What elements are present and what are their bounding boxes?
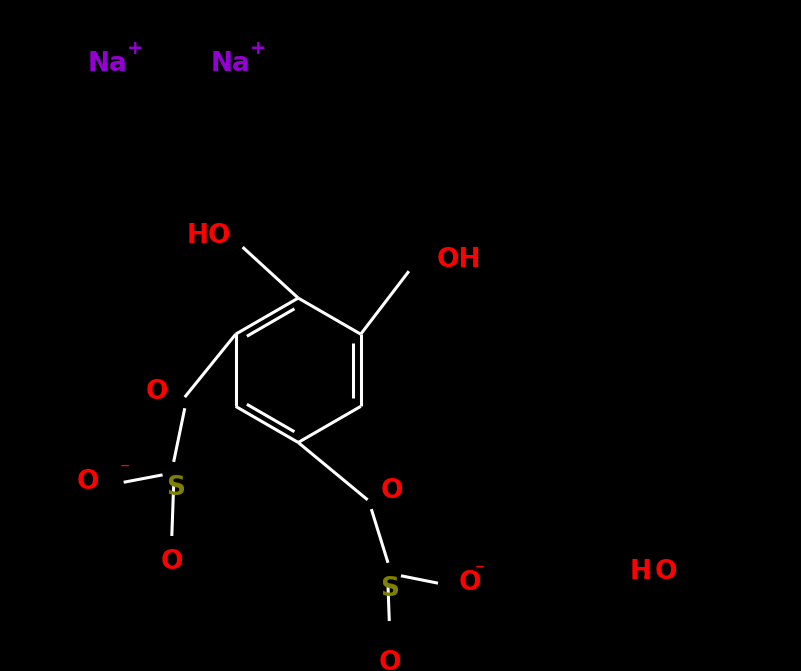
Text: Na: Na [211,51,250,77]
Text: ⁻: ⁻ [475,561,485,580]
Text: O: O [654,559,677,585]
Text: O: O [77,469,99,495]
Text: +: + [127,39,143,58]
Text: H: H [630,559,651,585]
Text: O: O [379,650,401,671]
Text: ⁻: ⁻ [120,460,130,479]
Text: +: + [250,39,267,58]
Text: O: O [146,380,168,405]
Text: O: O [458,570,481,596]
Text: S: S [166,475,185,501]
Text: O: O [380,478,403,504]
Text: HO: HO [187,223,231,249]
Text: ₂: ₂ [643,562,652,582]
Text: Na: Na [87,51,127,77]
Text: OH: OH [437,247,481,273]
Text: S: S [380,576,400,602]
Text: O: O [160,549,183,575]
